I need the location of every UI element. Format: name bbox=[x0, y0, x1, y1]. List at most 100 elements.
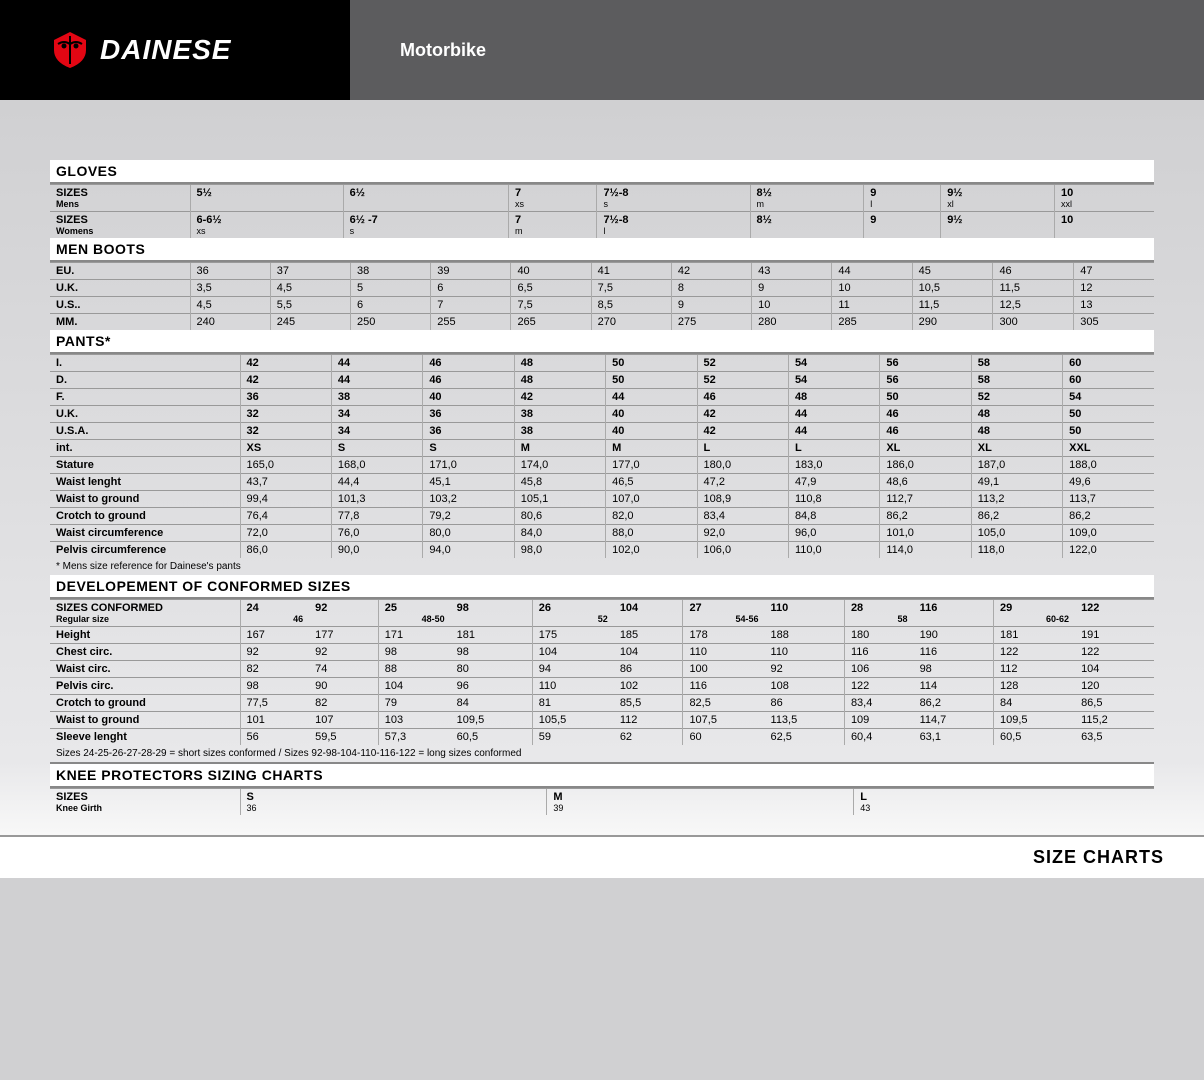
footer-title: SIZE CHARTS bbox=[0, 835, 1204, 878]
cell: 36 bbox=[240, 389, 331, 406]
cell: 99,4 bbox=[240, 491, 331, 508]
cell: 36 bbox=[423, 406, 514, 423]
cell: 7 bbox=[431, 297, 511, 314]
cell: 47 bbox=[1074, 263, 1154, 280]
row-label: I. bbox=[50, 355, 240, 372]
cell: 46 bbox=[423, 372, 514, 389]
cell: 42 bbox=[514, 389, 605, 406]
cell: 171,0 bbox=[423, 457, 514, 474]
cell: 10 bbox=[752, 297, 832, 314]
cell: 8½m bbox=[750, 185, 864, 212]
cell: 46 bbox=[697, 389, 788, 406]
cell: 105,5 bbox=[532, 712, 614, 729]
cell: 114 bbox=[914, 678, 994, 695]
cell: 10 bbox=[832, 280, 912, 297]
cell: 6½ -7s bbox=[343, 212, 508, 239]
cell: 90 bbox=[309, 678, 378, 695]
cell: 40 bbox=[606, 423, 697, 440]
cell: 104 bbox=[1075, 661, 1154, 678]
cell: 56 bbox=[240, 729, 309, 746]
cell: 60,5 bbox=[993, 729, 1075, 746]
cell: 122,0 bbox=[1063, 542, 1154, 559]
cell: 52 bbox=[697, 355, 788, 372]
knee-table: SIZESKnee GirthS36M39L43 bbox=[50, 788, 1154, 815]
row-label: Waist to ground bbox=[50, 491, 240, 508]
cell: 5,5 bbox=[270, 297, 350, 314]
cell: 47,2 bbox=[697, 474, 788, 491]
row-label: Crotch to ground bbox=[50, 508, 240, 525]
cell: 7½-8l bbox=[597, 212, 750, 239]
cell: 59 bbox=[532, 729, 614, 746]
cell: 58 bbox=[971, 355, 1062, 372]
row-label: SIZESKnee Girth bbox=[50, 789, 240, 816]
cell: 188,0 bbox=[1063, 457, 1154, 474]
row-label: D. bbox=[50, 372, 240, 389]
cell: 86,2 bbox=[1063, 508, 1154, 525]
cell: 177 bbox=[309, 627, 378, 644]
section-title-conformed: DEVELOPEMENT OF CONFORMED SIZES bbox=[50, 575, 1154, 599]
cell: 188 bbox=[765, 627, 845, 644]
cell: 10 bbox=[1054, 212, 1154, 239]
cell: 50 bbox=[1063, 423, 1154, 440]
cell: 285 bbox=[832, 314, 912, 331]
cell: 46 bbox=[880, 406, 971, 423]
conformed-note: Sizes 24-25-26-27-28-29 = short sizes co… bbox=[50, 745, 1154, 764]
cell: 84,8 bbox=[788, 508, 879, 525]
cell: 180,0 bbox=[697, 457, 788, 474]
cell: 52 bbox=[971, 389, 1062, 406]
section-title-knee: KNEE PROTECTORS SIZING CHARTS bbox=[50, 764, 1154, 788]
cell: 2446 bbox=[240, 600, 309, 627]
cell: 94 bbox=[532, 661, 614, 678]
cell: 12,5 bbox=[993, 297, 1074, 314]
cell: 7m bbox=[509, 212, 597, 239]
cell: 88 bbox=[378, 661, 450, 678]
cell: 98 bbox=[240, 678, 309, 695]
cell: 109 bbox=[844, 712, 913, 729]
gloves-table: SIZESMens5½6½7xs7½-8s8½m9l9½xl10xxlSIZES… bbox=[50, 184, 1154, 238]
cell: 38 bbox=[350, 263, 430, 280]
cell: 77,8 bbox=[331, 508, 422, 525]
cell: 40 bbox=[606, 406, 697, 423]
row-label: U.K. bbox=[50, 406, 240, 423]
cell: 98 bbox=[451, 644, 533, 661]
cell: 38 bbox=[331, 389, 422, 406]
cell: 44 bbox=[331, 372, 422, 389]
section-title-pants: PANTS* bbox=[50, 330, 1154, 354]
row-label: F. bbox=[50, 389, 240, 406]
cell: 98 bbox=[378, 644, 450, 661]
cell: 174,0 bbox=[514, 457, 605, 474]
cell: L bbox=[788, 440, 879, 457]
content: GLOVES SIZESMens5½6½7xs7½-8s8½m9l9½xl10x… bbox=[0, 100, 1204, 835]
cell: 44 bbox=[788, 406, 879, 423]
section-title-menboots: MEN BOOTS bbox=[50, 238, 1154, 262]
cell: 122 bbox=[844, 678, 913, 695]
cell: 305 bbox=[1074, 314, 1154, 331]
cell: 3,5 bbox=[190, 280, 270, 297]
cell: S36 bbox=[240, 789, 547, 816]
cell: 110 bbox=[765, 600, 845, 627]
cell: 8½ bbox=[750, 212, 864, 239]
cell: 86 bbox=[765, 695, 845, 712]
cell: 180 bbox=[844, 627, 913, 644]
cell: 56 bbox=[880, 372, 971, 389]
cell: 38 bbox=[514, 423, 605, 440]
brand-name: DAINESE bbox=[100, 34, 231, 66]
cell: 9½xl bbox=[941, 185, 1055, 212]
cell: 43,7 bbox=[240, 474, 331, 491]
cell: 59,5 bbox=[309, 729, 378, 746]
cell: 116 bbox=[683, 678, 765, 695]
cell: 63,5 bbox=[1075, 729, 1154, 746]
cell: 115,2 bbox=[1075, 712, 1154, 729]
cell: 110,8 bbox=[788, 491, 879, 508]
cell: 39 bbox=[431, 263, 511, 280]
cell: 76,0 bbox=[331, 525, 422, 542]
conformed-table: SIZES CONFORMEDRegular size2446922548-50… bbox=[50, 599, 1154, 745]
cell: 48,6 bbox=[880, 474, 971, 491]
row-label: U.K. bbox=[50, 280, 190, 297]
cell: 255 bbox=[431, 314, 511, 331]
row-label: MM. bbox=[50, 314, 190, 331]
cell: 58 bbox=[971, 372, 1062, 389]
cell: 122 bbox=[993, 644, 1075, 661]
cell: 100 bbox=[683, 661, 765, 678]
cell: 74 bbox=[309, 661, 378, 678]
